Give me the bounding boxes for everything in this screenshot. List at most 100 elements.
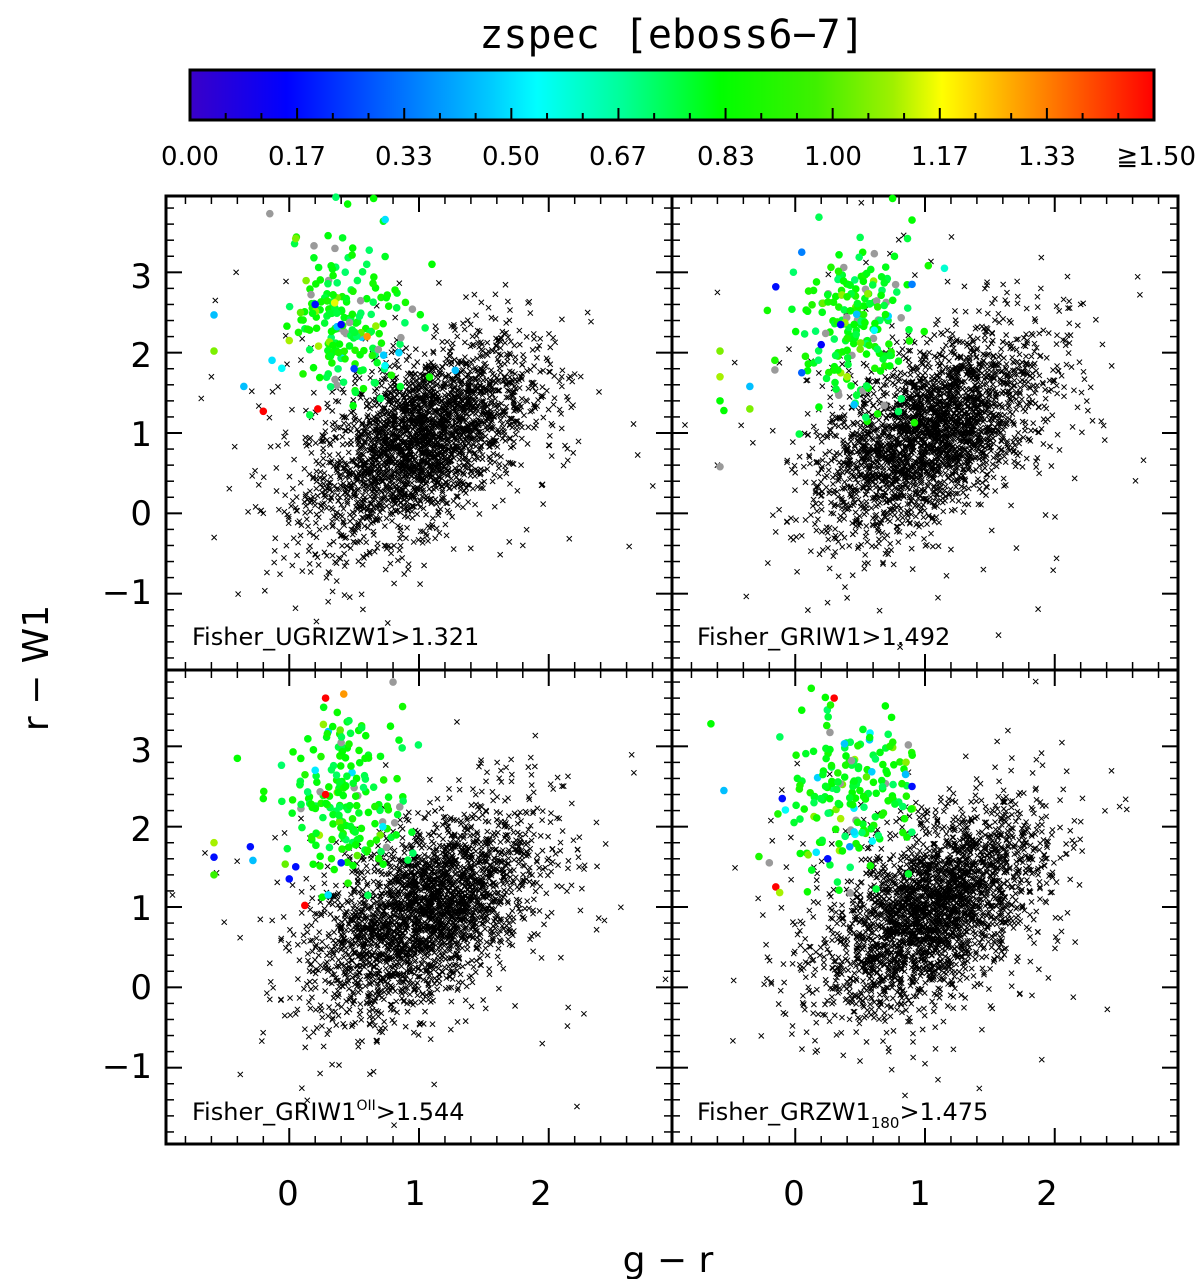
cross-marker [325,598,332,605]
redshift-point [294,328,303,337]
cross-marker [297,357,304,363]
cross-marker [275,383,281,390]
cross-marker [248,388,255,395]
cross-marker [327,459,334,466]
redshift-point [324,279,332,288]
cross-marker [524,440,531,447]
cross-marker [559,367,566,374]
cross-marker [550,401,557,408]
colorbar-tick-label: 0.17 [268,142,326,172]
redshift-point [451,366,460,375]
cross-marker [519,542,526,549]
cross-marker [396,280,403,287]
cross-marker [360,533,367,540]
cross-marker [933,321,939,328]
cross-marker [271,559,278,566]
cross-marker [962,308,969,315]
cross-marker [322,524,329,531]
cross-marker [260,474,267,481]
cross-marker [283,278,289,285]
cross-marker [488,367,495,374]
cross-marker [369,368,375,375]
redshift-point [285,336,294,345]
cross-marker [468,359,475,366]
cross-marker [518,395,525,402]
cross-marker [392,314,399,321]
cross-marker [347,518,353,525]
cross-marker [527,408,534,415]
cross-marker [351,380,358,387]
cross-marker [472,375,479,382]
cross-marker [391,580,398,587]
cross-marker [330,538,337,545]
cross-marker [527,310,534,317]
cross-marker [1053,382,1060,389]
cross-marker [289,562,296,569]
cross-marker [436,530,443,536]
cross-marker [476,343,483,350]
cross-marker [344,542,350,549]
cross-marker [308,449,315,456]
redshift-point [240,382,248,391]
redshift-point [314,342,323,350]
redshift-point [401,298,410,307]
cross-marker [842,584,848,590]
cross-marker [420,505,427,512]
cross-marker [1053,303,1060,310]
cross-marker [275,506,282,513]
cross-marker [382,566,389,573]
cross-marker [384,465,391,472]
cross-marker [949,331,956,337]
cross-marker [501,330,507,337]
redshift-point [375,329,383,338]
cross-marker [432,535,439,542]
colorbar-tick-label: 1.17 [911,142,969,172]
cross-marker [252,467,259,474]
cross-marker [493,431,500,438]
colorbar-ticks [189,108,1155,120]
redshift-point [384,302,393,311]
cross-marker [450,323,457,330]
cross-marker [963,493,970,500]
cross-marker [928,530,934,537]
cross-marker [1069,423,1076,430]
cross-marker [363,539,370,546]
cross-marker [503,394,510,401]
cross-marker [280,554,287,561]
redshift-point [339,378,348,387]
cross-marker [212,297,219,304]
cross-marker [1058,372,1065,379]
cross-marker [520,356,527,363]
cross-marker [329,421,336,428]
cross-marker [328,493,335,500]
cross-marker [952,317,959,324]
cross-marker [351,510,358,517]
cross-marker [446,509,453,516]
cross-marker [433,525,440,532]
cross-marker [584,309,591,316]
cross-marker [868,505,875,511]
cross-marker [494,452,501,458]
cross-marker [387,560,394,567]
redshift-point [320,319,329,327]
cross-marker [817,500,824,507]
redshift-point [376,394,385,403]
cross-marker [283,542,290,549]
cross-marker [942,470,949,477]
cross-marker [463,294,469,301]
cross-marker [512,358,519,365]
cross-marker [350,396,357,403]
cross-marker [809,502,816,509]
cross-marker [439,338,446,345]
redshift-point [408,305,417,314]
cross-marker [408,479,415,486]
cross-marker [484,339,491,346]
cross-marker [947,486,954,493]
cross-marker [403,357,410,364]
cross-marker [558,316,565,323]
cross-marker [434,499,441,506]
cross-marker [540,501,547,508]
cross-marker [577,373,584,380]
cross-marker [473,312,479,319]
cross-marker [435,279,442,286]
